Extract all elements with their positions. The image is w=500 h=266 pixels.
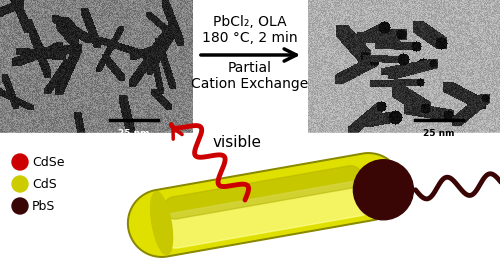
- Text: 25 nm: 25 nm: [423, 129, 455, 138]
- Text: CdS: CdS: [32, 178, 57, 192]
- Text: PbS: PbS: [32, 201, 56, 214]
- Circle shape: [12, 176, 28, 192]
- Polygon shape: [128, 153, 402, 257]
- Polygon shape: [158, 181, 376, 248]
- Polygon shape: [130, 155, 400, 255]
- Text: 25 nm: 25 nm: [118, 129, 150, 138]
- Bar: [0, 133, 500, 266]
- Text: visible: visible: [212, 135, 262, 151]
- Text: PbCl₂, OLA: PbCl₂, OLA: [213, 15, 287, 29]
- Ellipse shape: [150, 192, 172, 255]
- Text: CdSe: CdSe: [32, 156, 64, 169]
- Polygon shape: [164, 166, 362, 219]
- Text: Cation Exchange: Cation Exchange: [192, 77, 308, 91]
- Circle shape: [12, 154, 28, 170]
- Circle shape: [12, 198, 28, 214]
- Circle shape: [354, 160, 414, 220]
- Text: Partial: Partial: [228, 61, 272, 75]
- Text: 180 °C, 2 min: 180 °C, 2 min: [202, 31, 298, 45]
